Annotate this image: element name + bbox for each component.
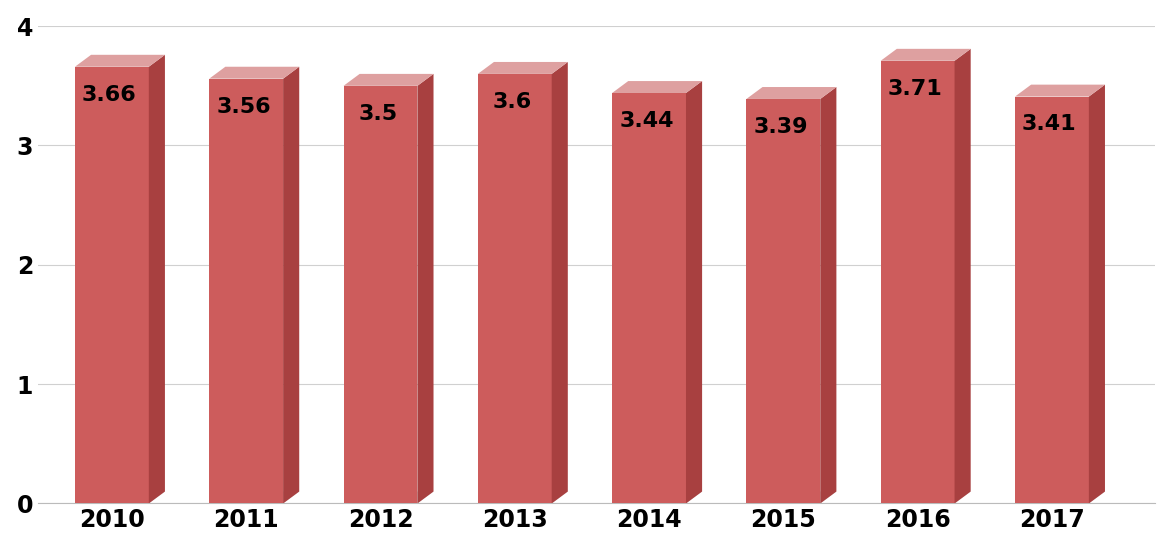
Polygon shape [343,86,417,503]
Polygon shape [1015,85,1105,97]
Polygon shape [686,81,702,503]
Polygon shape [747,87,837,99]
Polygon shape [417,74,434,503]
Polygon shape [880,61,954,503]
Polygon shape [747,99,820,503]
Polygon shape [552,62,567,503]
Polygon shape [75,67,149,503]
Polygon shape [880,491,970,503]
Polygon shape [820,87,837,503]
Text: 3.56: 3.56 [216,97,271,116]
Polygon shape [284,67,299,503]
Polygon shape [1015,97,1089,503]
Polygon shape [210,79,284,503]
Polygon shape [1015,491,1105,503]
Polygon shape [880,49,970,61]
Polygon shape [478,62,567,74]
Polygon shape [343,491,434,503]
Polygon shape [1089,85,1105,503]
Polygon shape [75,491,165,503]
Polygon shape [612,81,702,93]
Polygon shape [75,55,165,67]
Polygon shape [954,49,970,503]
Polygon shape [210,491,299,503]
Text: 3.39: 3.39 [754,117,808,137]
Polygon shape [149,55,165,503]
Polygon shape [210,67,299,79]
Polygon shape [747,491,837,503]
Text: 3.44: 3.44 [619,111,674,131]
Polygon shape [478,74,552,503]
Polygon shape [343,74,434,86]
Text: 3.71: 3.71 [887,79,942,99]
Text: 3.66: 3.66 [82,85,137,105]
Polygon shape [612,93,686,503]
Polygon shape [612,491,702,503]
Polygon shape [478,491,567,503]
Text: 3.5: 3.5 [359,104,397,124]
Text: 3.6: 3.6 [492,92,532,112]
Text: 3.41: 3.41 [1022,115,1077,135]
